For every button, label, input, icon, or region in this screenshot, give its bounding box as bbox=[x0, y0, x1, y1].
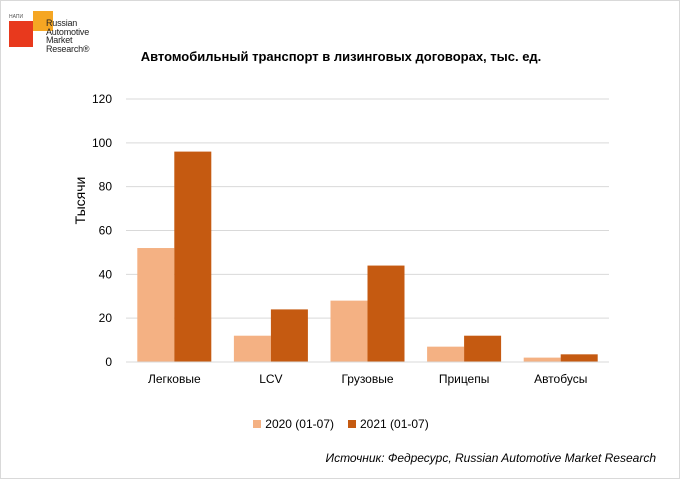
source-note: Источник: Федресурс, Russian Automotive … bbox=[325, 451, 656, 465]
logo-red-square bbox=[9, 21, 33, 47]
chart-title: Автомобильный транспорт в лизинговых дог… bbox=[140, 49, 542, 64]
bar-2020 bbox=[523, 357, 561, 362]
bar-2021 bbox=[367, 265, 405, 362]
logo-text: Russian Automotive Market Research® bbox=[46, 18, 90, 54]
x-tick-label: Легковые bbox=[148, 372, 201, 386]
legend-item: 2020 (01-07) bbox=[253, 417, 334, 431]
legend-label: 2020 (01-07) bbox=[265, 417, 334, 431]
legend-item: 2021 (01-07) bbox=[348, 417, 429, 431]
y-axis-label: Тысячи bbox=[72, 177, 88, 225]
chart-legend: 2020 (01-07) 2021 (01-07) bbox=[1, 417, 679, 431]
legend-swatch bbox=[253, 420, 262, 428]
y-tick-label: 40 bbox=[99, 267, 113, 281]
x-tick-label: Грузовые bbox=[341, 372, 393, 386]
y-tick-label: 20 bbox=[99, 311, 113, 325]
bar-2021 bbox=[270, 309, 308, 362]
x-tick-label: Прицепы bbox=[439, 372, 490, 386]
logo-line: Russian bbox=[46, 18, 78, 28]
y-tick-label: 0 bbox=[105, 355, 112, 369]
bar-2020 bbox=[427, 346, 465, 362]
bar-2021 bbox=[464, 335, 502, 362]
logo-line: Market bbox=[46, 35, 73, 45]
bar-2020 bbox=[330, 300, 368, 362]
bar-2021 bbox=[560, 354, 598, 362]
y-tick-label: 100 bbox=[92, 136, 112, 150]
x-tick-label: LCV bbox=[259, 372, 282, 386]
y-tick-label: 80 bbox=[99, 180, 113, 194]
logo-yellow-square bbox=[33, 11, 53, 31]
logo: НАПИ Russian Automotive Market Research® bbox=[9, 9, 99, 67]
legend-label: 2021 (01-07) bbox=[360, 417, 429, 431]
logo-line: Automotive bbox=[46, 26, 90, 37]
y-tick-label: 120 bbox=[92, 92, 112, 106]
x-tick-label: Автобусы bbox=[534, 372, 587, 386]
bar-2020 bbox=[233, 335, 271, 362]
bar-2021 bbox=[174, 151, 212, 362]
bar-2020 bbox=[137, 248, 175, 362]
logo-line: Research® bbox=[46, 43, 90, 54]
logo-small-text: НАПИ bbox=[9, 14, 24, 20]
y-tick-label: 60 bbox=[99, 224, 113, 238]
legend-swatch bbox=[348, 420, 356, 428]
